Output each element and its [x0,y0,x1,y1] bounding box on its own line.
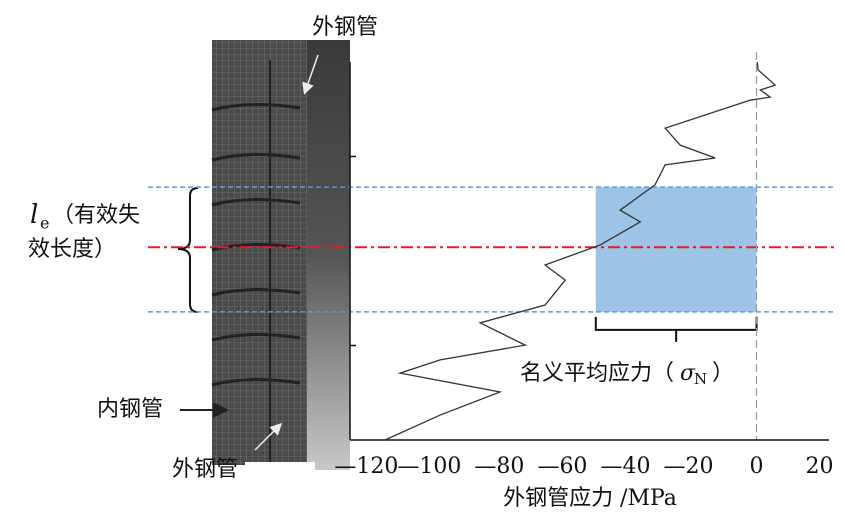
le-symbol: l [30,200,38,230]
x-axis-label: 外钢管应力 /MPa [503,486,677,511]
x-tick-label: —40 [600,454,650,479]
stress-line [384,61,777,441]
outer-label: 外钢管 [172,457,238,482]
nominal-close: ） [712,361,734,386]
mesh-image [211,40,350,474]
band [595,187,757,312]
x-tick-label: —60 [537,454,587,479]
inner-label: 内钢管 [97,397,163,422]
arrow [302,54,319,95]
bracket [594,316,758,342]
bracket [177,187,199,313]
le-subscript: e [40,214,49,233]
le-text: （有效失 [52,203,140,228]
le-text: 效长度） [28,237,116,262]
x-tick-label: 20 [806,454,834,479]
x-tick-label: —120 [334,454,398,479]
x-tick-label: —20 [663,454,713,479]
nominal-text: 名义平均应力（ [520,361,674,386]
x-tick-label: —80 [474,454,524,479]
x-tick-label: 0 [750,454,764,479]
x-tick-label: —100 [397,454,461,479]
arrow [254,422,283,451]
plot: —120 —100 —80 —60 —40 —20 0 20 [148,52,835,479]
sigma-subscript: N [694,370,707,388]
outer-label: 外钢管 [312,15,378,40]
sigma: σ [680,361,696,386]
